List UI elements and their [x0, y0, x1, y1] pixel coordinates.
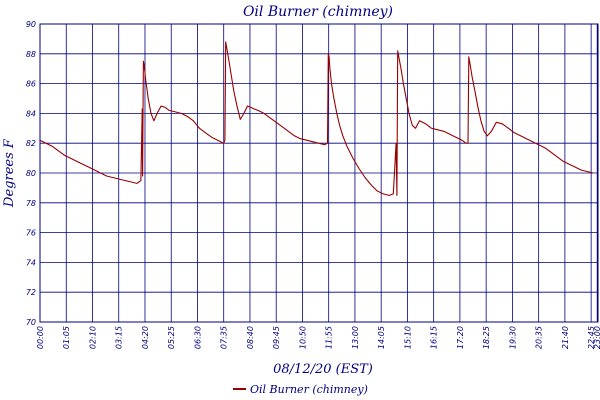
x-tick-label: 23:00 — [593, 326, 600, 349]
x-tick-label: 17:20 — [456, 326, 465, 349]
legend-label: Oil Burner (chimney) — [250, 383, 368, 396]
y-tick-label: 88 — [26, 50, 36, 59]
y-tick-label: 70 — [26, 318, 36, 327]
x-tick-label: 06:30 — [193, 326, 202, 349]
x-tick-label: 16:15 — [430, 326, 439, 349]
x-tick-label: 19:30 — [508, 326, 517, 349]
y-tick-label: 82 — [26, 139, 36, 148]
x-tick-label: 13:00 — [351, 326, 360, 349]
y-axis-ticks: 70 72 74 76 78 80 82 84 86 88 90 — [26, 20, 36, 327]
x-tick-label: 11:55 — [325, 326, 334, 349]
x-tick-label: 00:00 — [36, 326, 45, 349]
x-tick-label: 10:50 — [298, 326, 307, 349]
grid — [39, 23, 598, 323]
x-tick-label: 15:10 — [403, 326, 412, 349]
legend: Oil Burner (chimney) — [233, 383, 368, 396]
x-tick-label: 05:25 — [167, 326, 176, 349]
series-layer — [39, 41, 594, 196]
x-tick-label: 01:05 — [62, 326, 71, 349]
y-tick-label: 86 — [26, 80, 36, 89]
y-tick-label: 78 — [26, 199, 36, 208]
x-tick-label: 07:35 — [220, 326, 229, 349]
x-tick-label: 22:45 — [587, 326, 596, 349]
x-tick-label: 03:15 — [115, 326, 124, 349]
x-tick-label: 20:35 — [535, 326, 544, 349]
y-axis-label: Degrees F — [2, 138, 17, 208]
y-tick-label: 74 — [26, 258, 36, 267]
y-tick-label: 80 — [26, 169, 36, 178]
x-tick-label: 21:40 — [561, 326, 570, 349]
x-tick-label: 02:10 — [88, 326, 97, 349]
series-line — [39, 41, 594, 196]
y-tick-label: 76 — [26, 229, 36, 238]
x-tick-label: 18:25 — [482, 326, 491, 349]
x-axis-ticks: 00:00 01:05 02:10 03:15 04:20 05:25 06:30 07:35… — [36, 326, 600, 349]
x-axis-label: 08/12/20 (EST) — [273, 362, 373, 377]
y-tick-label: 90 — [26, 20, 36, 29]
y-tick-label: 84 — [26, 109, 36, 118]
x-tick-label: 14:05 — [377, 326, 386, 349]
chart-title: Oil Burner (chimney) — [243, 4, 393, 20]
y-tick-label: 72 — [26, 288, 36, 297]
x-tick-label: 08:40 — [246, 326, 255, 349]
x-tick-label: 04:20 — [141, 326, 150, 349]
plot-area — [39, 23, 599, 323]
x-tick-label: 09:45 — [272, 326, 281, 349]
